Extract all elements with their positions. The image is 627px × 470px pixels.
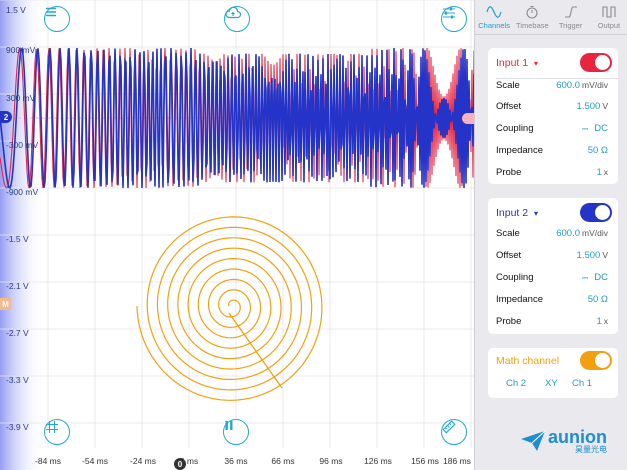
- brand-logo: aunion 昊量光电: [520, 428, 607, 454]
- channel-2-marker[interactable]: 2: [0, 111, 12, 123]
- cloud-upload-button[interactable]: [224, 6, 250, 32]
- tab-channels[interactable]: Channels: [475, 0, 513, 34]
- y-tick-label: -3.3 V: [6, 375, 29, 385]
- x-tick-label: 156 ms: [411, 456, 439, 466]
- tab-label: Timebase: [516, 21, 549, 30]
- y-tick-label: -300 mV: [6, 140, 39, 150]
- input-2-title-text: Input 2: [496, 207, 529, 219]
- x-tick-label: 186 ms: [443, 456, 471, 466]
- cloud-upload-icon: [225, 7, 241, 19]
- math-channel-card: Math channel: [488, 348, 618, 398]
- measure-button[interactable]: [441, 419, 467, 445]
- y-tick-label: -1.5 V: [6, 234, 29, 244]
- grid-button[interactable]: [44, 419, 70, 445]
- y-tick-label: -3.9 V: [6, 422, 29, 432]
- math-channel-title: Math channel: [496, 355, 560, 367]
- input-2-offset-row[interactable]: Offset 1.500 V: [496, 250, 608, 261]
- x-tick-label: 6 ms: [179, 456, 199, 466]
- grid-icon: [46, 421, 58, 433]
- channel-1-offset-marker[interactable]: [462, 113, 474, 124]
- input-1-toggle[interactable]: [580, 53, 612, 72]
- x-tick-label: 126 ms: [364, 456, 392, 466]
- pause-button[interactable]: [223, 419, 249, 445]
- input-2-probe-row[interactable]: Probe 1 x: [496, 316, 608, 327]
- y-tick-label: 900 mV: [6, 45, 36, 55]
- math-option-ch1[interactable]: Ch 1: [572, 378, 593, 389]
- y-tick-label: 300 mV: [6, 93, 36, 103]
- math-marker[interactable]: M: [0, 298, 11, 310]
- pause-icon: [225, 421, 233, 430]
- tab-bar: Channels Timebase Trigger Output: [475, 0, 627, 35]
- input-1-title[interactable]: Input 1 ▾: [496, 57, 538, 69]
- chevron-down-icon: ▾: [534, 209, 539, 218]
- input-2-impedance-row[interactable]: Impedance 50 Ω: [496, 294, 608, 305]
- input-1-probe-row[interactable]: Probe 1 x: [496, 167, 608, 178]
- input-2-toggle[interactable]: [580, 203, 612, 222]
- input-1-offset-row[interactable]: Offset 1.500 V: [496, 101, 608, 112]
- settings-panel: Channels Timebase Trigger Output Input 1…: [474, 0, 627, 470]
- input-2-scale-row[interactable]: Scale 600.0 mV/div: [496, 228, 608, 239]
- math-channel-toggle[interactable]: [580, 351, 612, 370]
- xy-spiral-trace: [136, 216, 323, 401]
- x-tick-label: 66 ms: [271, 456, 295, 466]
- menu-button[interactable]: [44, 6, 70, 32]
- waveform-plot[interactable]: [0, 0, 474, 470]
- math-option-ch2[interactable]: Ch 2: [506, 378, 527, 389]
- input-2-coupling-row[interactable]: Coupling ⎓ DC: [496, 272, 608, 283]
- x-tick-label: -84 ms: [35, 456, 61, 466]
- sine-wave-icon: [486, 6, 502, 18]
- hamburger-menu-icon: [46, 7, 56, 17]
- square-wave-icon: [602, 6, 616, 18]
- input-1-coupling-row[interactable]: Coupling ⎓ DC: [496, 123, 608, 134]
- chevron-down-icon: ▾: [534, 59, 539, 68]
- trigger-edge-icon: [564, 6, 577, 18]
- tab-label: Trigger: [558, 21, 583, 30]
- dc-coupling-icon: ⎓: [581, 124, 589, 133]
- x-tick-label: 36 ms: [224, 456, 248, 466]
- paper-plane-logo-icon: [521, 430, 546, 451]
- tab-label: Channels: [478, 21, 510, 30]
- input-1-impedance-row[interactable]: Impedance 50 Ω: [496, 145, 608, 156]
- tab-trigger[interactable]: Trigger: [552, 0, 590, 34]
- input-1-title-text: Input 1: [496, 57, 529, 69]
- input-2-card: Input 2 ▾ Scale 600.0 mV/div Offset 1.500 V …: [488, 198, 618, 334]
- x-tick-label: 96 ms: [319, 456, 343, 466]
- tab-timebase[interactable]: Timebase: [513, 0, 551, 34]
- x-tick-label: -54 ms: [82, 456, 108, 466]
- y-tick-label: -900 mV: [6, 187, 39, 197]
- xy-retrace-line: [228, 312, 283, 389]
- dc-coupling-icon: ⎓: [581, 273, 589, 282]
- stopwatch-icon: [526, 5, 538, 19]
- input-1-card: Input 1 ▾ Scale 600.0 mV/div Offset 1.500 V …: [488, 48, 618, 184]
- oscilloscope-display[interactable]: 1.5 V 900 mV 300 mV -300 mV -900 mV -1.5 V -2.…: [0, 0, 474, 470]
- y-tick-label: 1.5 V: [6, 5, 26, 15]
- sliders-settings-icon: [443, 7, 455, 19]
- y-tick-label: -2.1 V: [6, 281, 29, 291]
- y-tick-label: -2.7 V: [6, 328, 29, 338]
- trigger-time-marker[interactable]: 0: [174, 458, 186, 470]
- input-2-title[interactable]: Input 2 ▾: [496, 207, 538, 219]
- settings-button[interactable]: [441, 6, 467, 32]
- x-tick-label: -24 ms: [130, 456, 156, 466]
- math-option-xy[interactable]: XY: [545, 378, 558, 389]
- tab-label: Output: [597, 21, 621, 30]
- channel-2-trace: [0, 47, 474, 189]
- tab-output[interactable]: Output: [590, 0, 627, 34]
- input-1-scale-row[interactable]: Scale 600.0 mV/div: [496, 80, 608, 91]
- ruler-icon: [442, 420, 456, 434]
